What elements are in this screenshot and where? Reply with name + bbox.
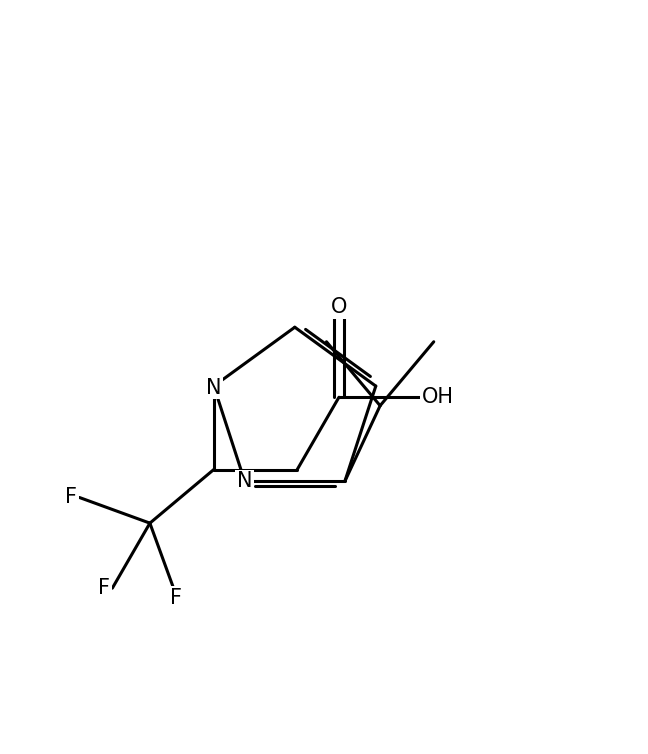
Text: F: F	[170, 588, 181, 608]
Text: N: N	[206, 378, 222, 398]
Text: F: F	[98, 578, 110, 598]
Text: O: O	[330, 297, 347, 317]
Text: OH: OH	[421, 388, 454, 407]
Text: F: F	[65, 487, 77, 507]
Text: N: N	[237, 471, 253, 492]
